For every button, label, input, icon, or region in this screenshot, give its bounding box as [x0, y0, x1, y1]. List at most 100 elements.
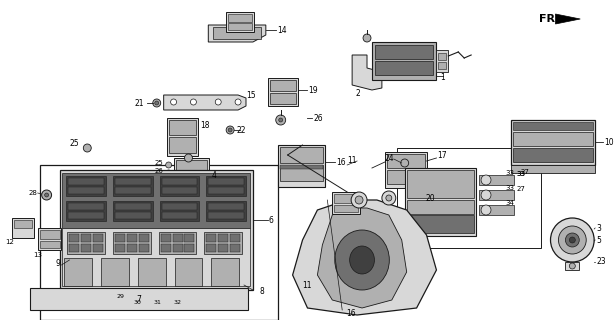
Ellipse shape [335, 230, 389, 290]
Text: 33: 33 [506, 185, 515, 191]
Bar [228, 23, 252, 30]
Bar [68, 187, 104, 194]
Text: 21: 21 [134, 99, 144, 108]
Bar [405, 168, 476, 236]
Bar [204, 232, 242, 254]
Bar [280, 147, 323, 163]
Bar [127, 234, 137, 242]
Bar [175, 258, 202, 286]
Bar [513, 122, 593, 130]
Bar [173, 158, 209, 208]
Polygon shape [555, 14, 581, 24]
Bar [162, 187, 197, 194]
Circle shape [410, 196, 414, 200]
Bar [375, 45, 434, 59]
Polygon shape [352, 55, 382, 90]
Text: 26: 26 [155, 168, 164, 174]
Bar [175, 160, 207, 180]
Text: 18: 18 [200, 121, 210, 130]
Bar [14, 220, 32, 228]
Bar [270, 80, 296, 91]
Bar [169, 137, 196, 153]
Text: 7: 7 [137, 295, 141, 305]
Bar [160, 201, 199, 221]
Bar [230, 244, 240, 252]
Bar [213, 27, 261, 39]
Bar [437, 50, 448, 72]
Bar [113, 176, 153, 196]
Bar [218, 244, 228, 252]
Bar [407, 170, 474, 198]
Bar [479, 205, 514, 215]
Bar [113, 232, 151, 254]
Circle shape [481, 175, 491, 185]
Text: 15: 15 [246, 91, 256, 100]
Bar [438, 53, 446, 60]
Text: 11: 11 [347, 156, 357, 164]
Bar [138, 258, 165, 286]
Text: 13: 13 [33, 252, 42, 258]
Text: 2: 2 [355, 89, 360, 98]
Circle shape [386, 195, 392, 201]
Bar [335, 194, 358, 203]
Circle shape [42, 190, 52, 200]
Bar [173, 234, 183, 242]
Bar [228, 14, 252, 22]
Circle shape [226, 126, 234, 134]
Bar [387, 170, 424, 184]
Circle shape [279, 118, 283, 122]
Text: 30: 30 [134, 300, 142, 305]
Bar [208, 187, 244, 194]
Bar [93, 244, 103, 252]
Circle shape [351, 192, 367, 208]
Bar [63, 228, 250, 286]
Text: 4: 4 [212, 171, 216, 180]
Text: 16: 16 [336, 157, 346, 166]
Bar [30, 288, 248, 310]
Text: 8: 8 [260, 287, 264, 297]
Circle shape [165, 170, 172, 176]
Bar [226, 12, 254, 32]
Bar [438, 62, 446, 69]
Bar [387, 154, 424, 168]
Text: 33: 33 [517, 171, 526, 177]
Bar [12, 218, 34, 238]
Text: 3: 3 [596, 223, 601, 233]
Bar [65, 258, 92, 286]
Bar [115, 212, 151, 219]
Bar [160, 176, 199, 196]
Circle shape [215, 99, 221, 105]
Text: 31: 31 [154, 300, 162, 305]
Text: 33: 33 [506, 170, 515, 176]
Circle shape [228, 128, 232, 132]
Bar [159, 232, 196, 254]
Bar [167, 118, 199, 156]
Text: 29: 29 [116, 294, 124, 300]
Circle shape [170, 99, 177, 105]
Text: 1: 1 [440, 73, 445, 82]
Polygon shape [208, 25, 266, 42]
Circle shape [401, 159, 408, 167]
Circle shape [558, 226, 586, 254]
Bar [375, 61, 434, 75]
Bar [169, 120, 196, 135]
Bar [173, 244, 183, 252]
Text: 17: 17 [437, 150, 447, 159]
Text: 28: 28 [29, 190, 38, 196]
Bar [162, 203, 197, 210]
Text: 5: 5 [596, 236, 601, 244]
Bar [66, 201, 106, 221]
Bar [81, 234, 91, 242]
Text: 9: 9 [55, 259, 60, 268]
Bar [280, 165, 323, 181]
Polygon shape [164, 95, 246, 110]
Text: 25: 25 [155, 160, 164, 166]
Bar [218, 234, 228, 242]
Bar [270, 93, 296, 104]
Bar [280, 165, 323, 169]
Bar [127, 244, 137, 252]
Bar [184, 244, 194, 252]
Bar [115, 187, 151, 194]
Bar [230, 234, 240, 242]
Polygon shape [317, 208, 407, 308]
